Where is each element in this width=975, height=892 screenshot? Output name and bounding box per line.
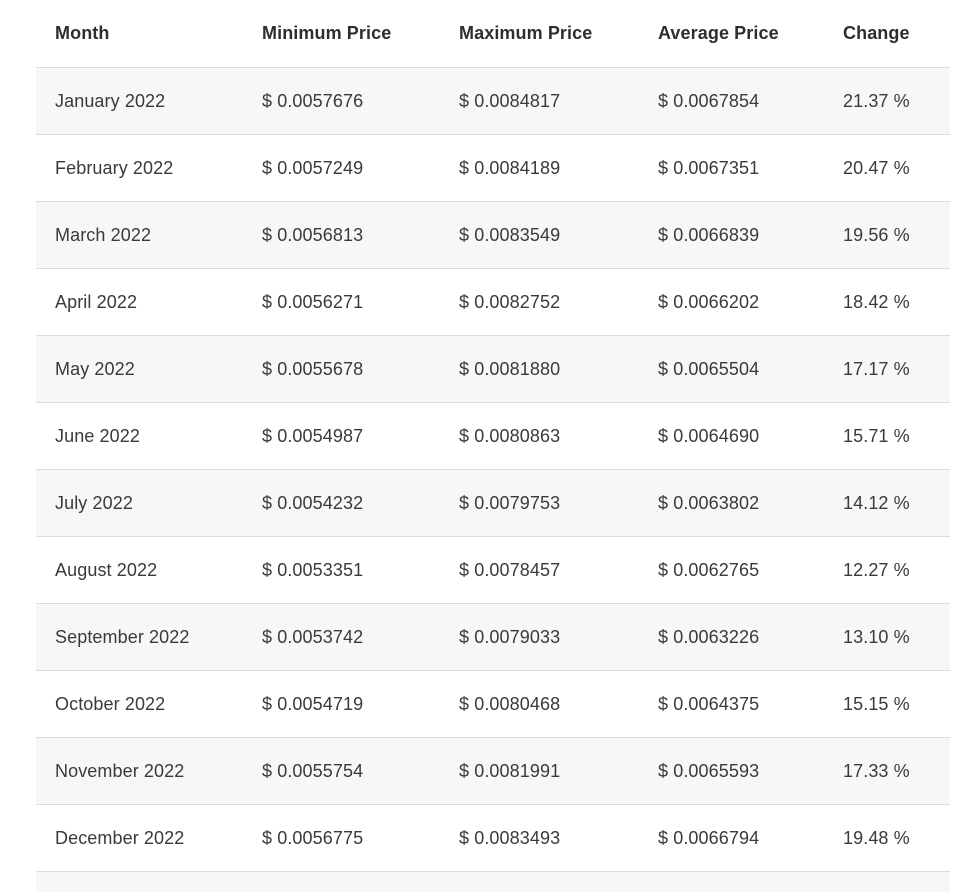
cell-minimum-price: $ 0.0053742	[262, 626, 364, 647]
cell-month: June 2022	[55, 425, 140, 446]
cell-average-price: $ 0.0063802	[658, 492, 760, 513]
cell-change: 12.27 %	[843, 559, 910, 580]
price-prediction-table: Month Minimum Price Maximum Price Averag…	[36, 0, 950, 871]
cell-average-price: $ 0.0064690	[658, 425, 760, 446]
table-row: February 2022 $ 0.0057249 $ 0.0084189 $ …	[36, 134, 950, 202]
cell-month: September 2022	[55, 626, 190, 647]
table-row: January 2022 $ 0.0057676 $ 0.0084817 $ 0…	[36, 67, 950, 135]
cell-month: February 2022	[55, 157, 174, 178]
cell-change: 15.15 %	[843, 693, 910, 714]
table-row: August 2022 $ 0.0053351 $ 0.0078457 $ 0.…	[36, 536, 950, 604]
column-header-month: Month	[36, 0, 243, 68]
cell-average-price: $ 0.0063226	[658, 626, 760, 647]
cell-maximum-price: $ 0.0080863	[459, 425, 561, 446]
cell-month: March 2022	[55, 224, 152, 245]
cell-change: 17.17 %	[843, 358, 910, 379]
cell-average-price: $ 0.0065504	[658, 358, 760, 379]
table-row: November 2022 $ 0.0055754 $ 0.0081991 $ …	[36, 737, 950, 805]
table-body: January 2022 $ 0.0057676 $ 0.0084817 $ 0…	[36, 67, 950, 871]
cell-minimum-price: $ 0.0053351	[262, 559, 364, 580]
cell-minimum-price: $ 0.0054232	[262, 492, 364, 513]
cell-average-price: $ 0.0067351	[658, 157, 760, 178]
column-header-change: Change	[824, 0, 950, 68]
table-header: Month Minimum Price Maximum Price Averag…	[36, 0, 950, 68]
cell-average-price: $ 0.0066839	[658, 224, 760, 245]
column-header-average-price: Average Price	[639, 0, 824, 68]
cell-month: October 2022	[55, 693, 166, 714]
table-row: May 2022 $ 0.0055678 $ 0.0081880 $ 0.006…	[36, 335, 950, 403]
cell-average-price: $ 0.0065593	[658, 760, 760, 781]
cell-minimum-price: $ 0.0056813	[262, 224, 364, 245]
table-row: July 2022 $ 0.0054232 $ 0.0079753 $ 0.00…	[36, 469, 950, 537]
cell-month: December 2022	[55, 827, 185, 848]
column-header-minimum-price: Minimum Price	[243, 0, 440, 68]
cell-month: April 2022	[55, 291, 138, 312]
table-row: September 2022 $ 0.0053742 $ 0.0079033 $…	[36, 603, 950, 671]
cell-month: August 2022	[55, 559, 158, 580]
cell-minimum-price: $ 0.0054987	[262, 425, 364, 446]
cell-minimum-price: $ 0.0054719	[262, 693, 364, 714]
table-row: October 2022 $ 0.0054719 $ 0.0080468 $ 0…	[36, 670, 950, 738]
cell-month: July 2022	[55, 492, 133, 513]
table-header-row: Month Minimum Price Maximum Price Averag…	[36, 0, 950, 68]
cell-maximum-price: $ 0.0079753	[459, 492, 561, 513]
cell-maximum-price: $ 0.0080468	[459, 693, 561, 714]
cell-change: 21.37 %	[843, 90, 910, 111]
column-header-maximum-price: Maximum Price	[440, 0, 639, 68]
cell-average-price: $ 0.0062765	[658, 559, 760, 580]
cell-change: 19.48 %	[843, 827, 910, 848]
cell-maximum-price: $ 0.0084189	[459, 157, 561, 178]
cell-average-price: $ 0.0066202	[658, 291, 760, 312]
price-prediction-table-container: Month Minimum Price Maximum Price Averag…	[36, 0, 950, 892]
cell-month: May 2022	[55, 358, 135, 379]
cell-change: 17.33 %	[843, 760, 910, 781]
next-row-partial	[36, 871, 950, 892]
cell-maximum-price: $ 0.0084817	[459, 90, 561, 111]
table-row: June 2022 $ 0.0054987 $ 0.0080863 $ 0.00…	[36, 402, 950, 470]
cell-minimum-price: $ 0.0057676	[262, 90, 364, 111]
cell-average-price: $ 0.0067854	[658, 90, 760, 111]
cell-minimum-price: $ 0.0057249	[262, 157, 364, 178]
cell-maximum-price: $ 0.0081880	[459, 358, 561, 379]
cell-change: 19.56 %	[843, 224, 910, 245]
cell-change: 13.10 %	[843, 626, 910, 647]
cell-change: 18.42 %	[843, 291, 910, 312]
cell-maximum-price: $ 0.0083549	[459, 224, 561, 245]
cell-average-price: $ 0.0066794	[658, 827, 760, 848]
cell-maximum-price: $ 0.0082752	[459, 291, 561, 312]
table-row: April 2022 $ 0.0056271 $ 0.0082752 $ 0.0…	[36, 268, 950, 336]
cell-maximum-price: $ 0.0079033	[459, 626, 561, 647]
cell-average-price: $ 0.0064375	[658, 693, 760, 714]
cell-maximum-price: $ 0.0078457	[459, 559, 561, 580]
cell-change: 15.71 %	[843, 425, 910, 446]
cell-minimum-price: $ 0.0055678	[262, 358, 364, 379]
table-row: March 2022 $ 0.0056813 $ 0.0083549 $ 0.0…	[36, 201, 950, 269]
cell-minimum-price: $ 0.0056775	[262, 827, 364, 848]
table-row: December 2022 $ 0.0056775 $ 0.0083493 $ …	[36, 804, 950, 871]
cell-maximum-price: $ 0.0083493	[459, 827, 561, 848]
cell-maximum-price: $ 0.0081991	[459, 760, 561, 781]
cell-minimum-price: $ 0.0056271	[262, 291, 364, 312]
cell-month: January 2022	[55, 90, 166, 111]
cell-change: 14.12 %	[843, 492, 910, 513]
cell-minimum-price: $ 0.0055754	[262, 760, 364, 781]
cell-change: 20.47 %	[843, 157, 910, 178]
cell-month: November 2022	[55, 760, 185, 781]
